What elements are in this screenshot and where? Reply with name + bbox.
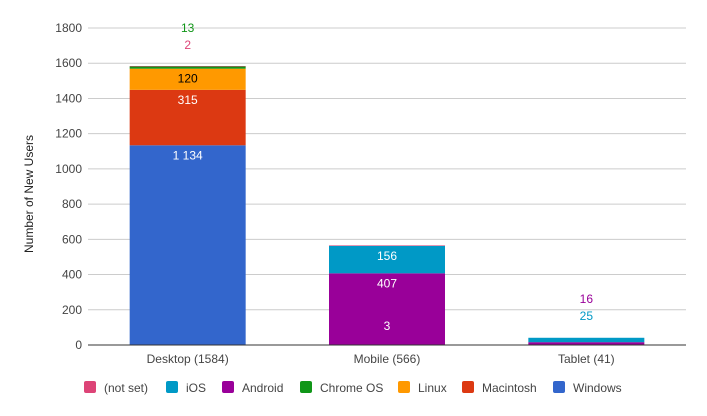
legend-item: Android [222, 381, 283, 395]
legend-item: Linux [398, 381, 447, 395]
bar-segment-android [329, 273, 445, 345]
legend-label: Windows [573, 381, 622, 395]
x-tick-label: Desktop (1584) [147, 352, 229, 366]
legend-item: Windows [553, 381, 622, 395]
bar-segment-ios [528, 337, 645, 343]
y-tick-label: 1000 [55, 162, 82, 176]
bar-segment-android [528, 342, 645, 345]
legend-item: (not set) [84, 381, 148, 395]
legend-label: Chrome OS [320, 381, 383, 395]
bar-segment--not-set- [129, 66, 246, 67]
data-label: 315 [178, 93, 198, 107]
legend-label: (not set) [104, 381, 148, 395]
data-label: 25 [580, 309, 594, 323]
data-label: 13 [181, 21, 195, 35]
y-tick-label: 600 [62, 232, 82, 246]
legend-swatch [166, 381, 178, 393]
data-label: 3 [384, 319, 391, 333]
data-labels: 1 134 315 120 2 13 407 156 3 25 16 [173, 21, 594, 333]
y-tick-label: 200 [62, 303, 82, 317]
bar-segment-ios [329, 245, 445, 274]
legend-swatch [398, 381, 410, 393]
y-tick-label: 1200 [55, 127, 82, 141]
bar-segment-chrome-os [129, 66, 246, 69]
y-axis-title: Number of New Users [22, 135, 36, 253]
legend-label: Android [242, 381, 283, 395]
y-tick-label: 400 [62, 268, 82, 282]
legend-item: Chrome OS [300, 381, 383, 395]
bar-segment-windows [129, 145, 246, 345]
y-tick-label: 1600 [55, 56, 82, 70]
data-label: 407 [377, 276, 397, 290]
legend: (not set) iOS Android Chrome OS Linux Macinto… [84, 381, 622, 395]
bar-segment--not-set- [329, 245, 445, 246]
legend-item: iOS [166, 381, 206, 395]
legend-swatch [222, 381, 234, 393]
y-tick-label: 1400 [55, 91, 82, 105]
data-label: 120 [178, 72, 198, 86]
bars [129, 66, 645, 345]
bar-segment-macintosh [129, 89, 246, 146]
legend-item: Macintosh [462, 381, 537, 395]
legend-label: Macintosh [482, 381, 537, 395]
y-tick-label: 1800 [55, 21, 82, 35]
data-label: 16 [580, 292, 594, 306]
legend-swatch [462, 381, 474, 393]
x-tick-label: Mobile (566) [354, 352, 421, 366]
y-tick-label: 0 [75, 338, 82, 352]
x-axis-ticks: Desktop (1584) Mobile (566) Tablet (41) [147, 352, 615, 366]
legend-swatch [300, 381, 312, 393]
y-tick-label: 800 [62, 197, 82, 211]
bar-segment-linux [129, 68, 246, 90]
legend-swatch [84, 381, 96, 393]
legend-label: iOS [186, 381, 206, 395]
data-label: 156 [377, 249, 397, 263]
x-tick-label: Tablet (41) [558, 352, 615, 366]
data-label: 2 [184, 38, 191, 52]
data-label: 1 134 [173, 148, 203, 162]
y-axis-ticks: 0 200 400 600 800 1000 1200 1400 1600 1800 [55, 21, 82, 352]
legend-label: Linux [418, 381, 447, 395]
legend-swatch [553, 381, 565, 393]
